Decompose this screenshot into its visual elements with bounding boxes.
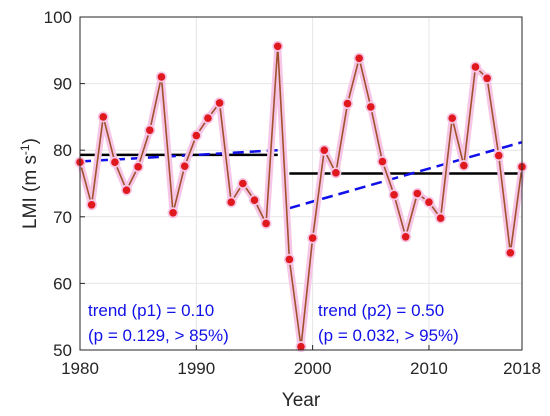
y-tick-label: 50 — [53, 341, 72, 360]
trend-lines — [79, 141, 523, 210]
x-tick-label: 2010 — [410, 359, 448, 378]
y-tick-label: 60 — [53, 274, 72, 293]
data-point — [378, 157, 387, 166]
x-axis-label: Year — [282, 390, 321, 411]
x-axis-ticks: 1980 1990 2000 2010 2018 — [61, 345, 541, 378]
data-point — [320, 146, 329, 154]
data-point — [401, 232, 410, 241]
data-point — [169, 209, 177, 217]
y-tick-label: 80 — [53, 141, 72, 160]
data-point — [448, 114, 457, 123]
data-point — [180, 162, 189, 170]
y-tick-label: 90 — [53, 75, 72, 94]
data-point — [273, 42, 282, 51]
data-point — [436, 214, 445, 222]
plot-frame — [79, 16, 523, 351]
annotation-period1-line2: (p = 0.129, > 85%) — [88, 326, 229, 345]
x-tick-label: 1990 — [177, 359, 215, 378]
data-point — [413, 189, 422, 198]
data-series — [74, 40, 528, 353]
data-point — [506, 248, 515, 257]
data-point — [215, 99, 224, 107]
annotation-period2: trend (p2) = 0.50 (p = 0.032, > 95%) — [318, 301, 459, 345]
data-point — [285, 255, 294, 264]
data-point — [355, 54, 363, 63]
data-point — [308, 234, 317, 242]
data-point — [239, 179, 247, 188]
data-point — [227, 198, 236, 206]
y-axis-label-sup: -1 — [18, 144, 32, 155]
data-point — [343, 99, 352, 108]
data-point — [332, 169, 340, 177]
y-tick-label: 100 — [44, 8, 72, 27]
data-point — [192, 131, 201, 140]
y-tick-label: 70 — [53, 208, 72, 227]
x-tick-label: 2000 — [294, 359, 332, 378]
y-axis-label-main: LMI (m s — [20, 155, 41, 229]
data-point — [262, 219, 270, 228]
x-tick-label: 1980 — [61, 359, 99, 378]
mean-lines — [80, 153, 522, 175]
annotation-period1: trend (p1) = 0.10 (p = 0.129, > 85%) — [88, 301, 229, 345]
data-point — [111, 158, 119, 166]
data-point — [425, 198, 433, 206]
data-point — [471, 63, 480, 71]
x-tick-label: 2018 — [503, 359, 541, 378]
data-point — [157, 73, 166, 81]
data-point — [483, 74, 491, 83]
data-point — [390, 191, 398, 199]
data-point — [366, 103, 375, 111]
data-point — [250, 196, 259, 204]
annotation-period2-line2: (p = 0.032, > 95%) — [318, 326, 459, 345]
y-axis-ticks: 50 60 70 80 90 100 — [44, 8, 85, 360]
annotation-period2-line1: trend (p2) = 0.50 — [318, 301, 444, 320]
y-axis-label: LMI (m s-1) — [18, 138, 41, 229]
data-point — [134, 163, 142, 171]
data-point — [494, 151, 503, 160]
data-point — [99, 113, 108, 121]
annotation-period1-line1: trend (p1) = 0.10 — [88, 301, 214, 320]
data-point — [460, 161, 468, 170]
trend-line — [289, 141, 523, 210]
data-point — [297, 342, 305, 351]
data-point — [204, 114, 212, 123]
data-point — [145, 126, 154, 135]
y-axis-label-end: ) — [20, 138, 41, 144]
data-point — [87, 201, 96, 209]
data-point — [122, 186, 131, 194]
